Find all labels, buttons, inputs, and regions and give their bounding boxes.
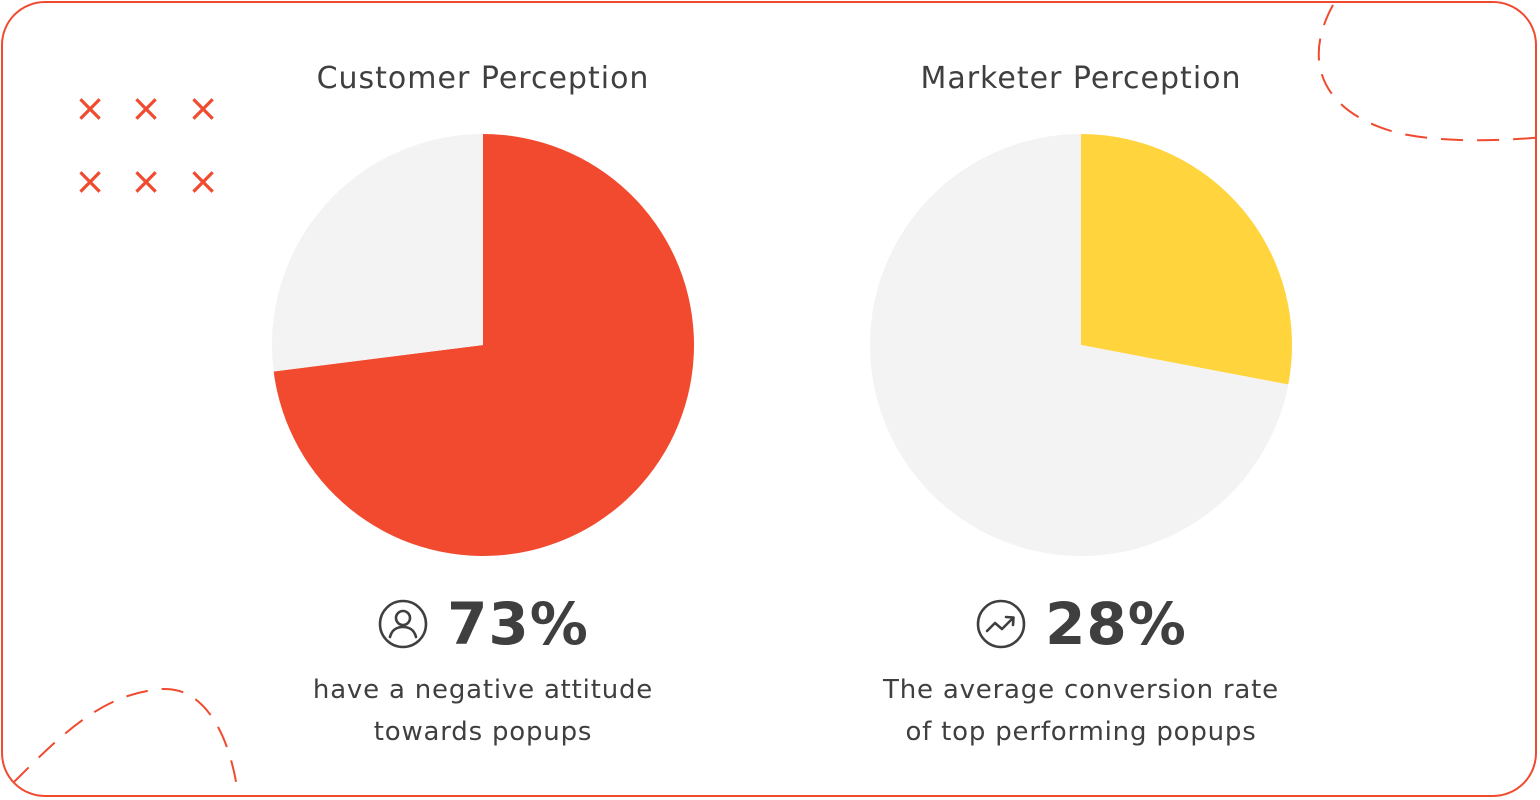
x-mark-icon: × xyxy=(74,86,106,130)
customer-perception-panel: Customer Perception 73% have a negative … xyxy=(183,3,783,795)
customer-stat: 73% xyxy=(183,589,783,659)
stat-value: 73% xyxy=(447,590,589,658)
stat-value: 28% xyxy=(1045,590,1187,658)
x-mark-icon: × xyxy=(130,159,162,203)
pie-slice-highlight xyxy=(1081,134,1292,385)
caption-line: of top performing popups xyxy=(905,717,1257,747)
pie-slice-highlight xyxy=(273,134,694,556)
caption-line: towards popups xyxy=(373,717,593,747)
caption-line: have a negative attitude xyxy=(312,675,654,705)
chart-title: Marketer Perception xyxy=(920,61,1242,96)
x-mark-icon: × xyxy=(130,86,162,130)
marketer-perception-panel: Marketer Perception 28% The average conv… xyxy=(781,3,1381,795)
caption-line: The average conversion rate xyxy=(883,675,1279,705)
marketer-pie-chart xyxy=(870,134,1292,556)
person-circle-icon xyxy=(378,599,428,649)
stat-caption: The average conversion rate of top perfo… xyxy=(781,669,1381,753)
pie-slice-remainder xyxy=(870,134,1289,556)
customer-pie-chart xyxy=(272,134,694,556)
stat-caption: have a negative attitude towards popups xyxy=(183,669,783,753)
chart-title: Customer Perception xyxy=(316,61,650,96)
marketer-stat: 28% xyxy=(781,589,1381,659)
x-mark-icon: × xyxy=(74,159,106,203)
trending-up-circle-icon xyxy=(976,599,1026,649)
pie-slice-remainder xyxy=(272,134,483,372)
